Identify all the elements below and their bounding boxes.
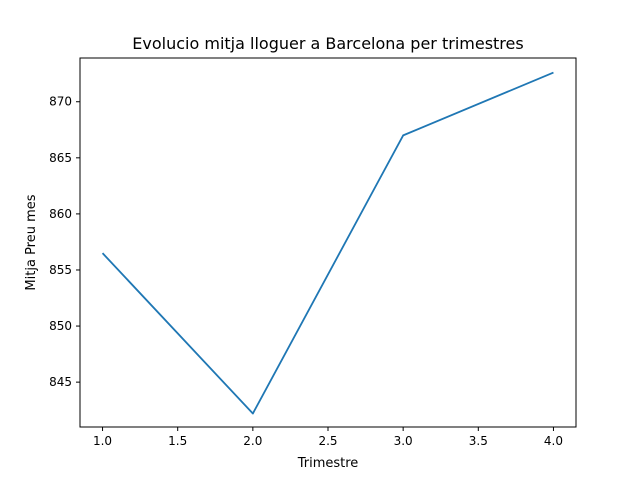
y-axis: 845 850 855 860 865 870 <box>49 95 80 389</box>
y-tick-label: 855 <box>49 263 72 277</box>
x-tick-label: 3.5 <box>469 434 488 448</box>
y-tick-label: 850 <box>49 319 72 333</box>
y-axis-label: Mitja Preu mes <box>24 194 39 290</box>
x-tick-label: 3.0 <box>394 434 413 448</box>
x-tick-label: 4.0 <box>544 434 563 448</box>
y-tick-label: 870 <box>49 95 72 109</box>
x-axis: 1.0 1.5 2.0 2.5 3.0 3.5 4.0 <box>93 427 563 448</box>
series-layer <box>101 71 554 415</box>
series-line-0 <box>101 71 554 415</box>
chart-title: Evolucio mitja lloguer a Barcelona per t… <box>132 34 523 53</box>
x-axis-label: Trimestre <box>297 456 359 471</box>
y-tick-label: 845 <box>49 375 72 389</box>
y-tick-label: 860 <box>49 207 72 221</box>
x-tick-label: 1.5 <box>168 434 187 448</box>
x-tick-label: 2.0 <box>243 434 262 448</box>
y-tick-label: 865 <box>49 151 72 165</box>
x-tick-label: 1.0 <box>93 434 112 448</box>
x-tick-label: 2.5 <box>318 434 337 448</box>
